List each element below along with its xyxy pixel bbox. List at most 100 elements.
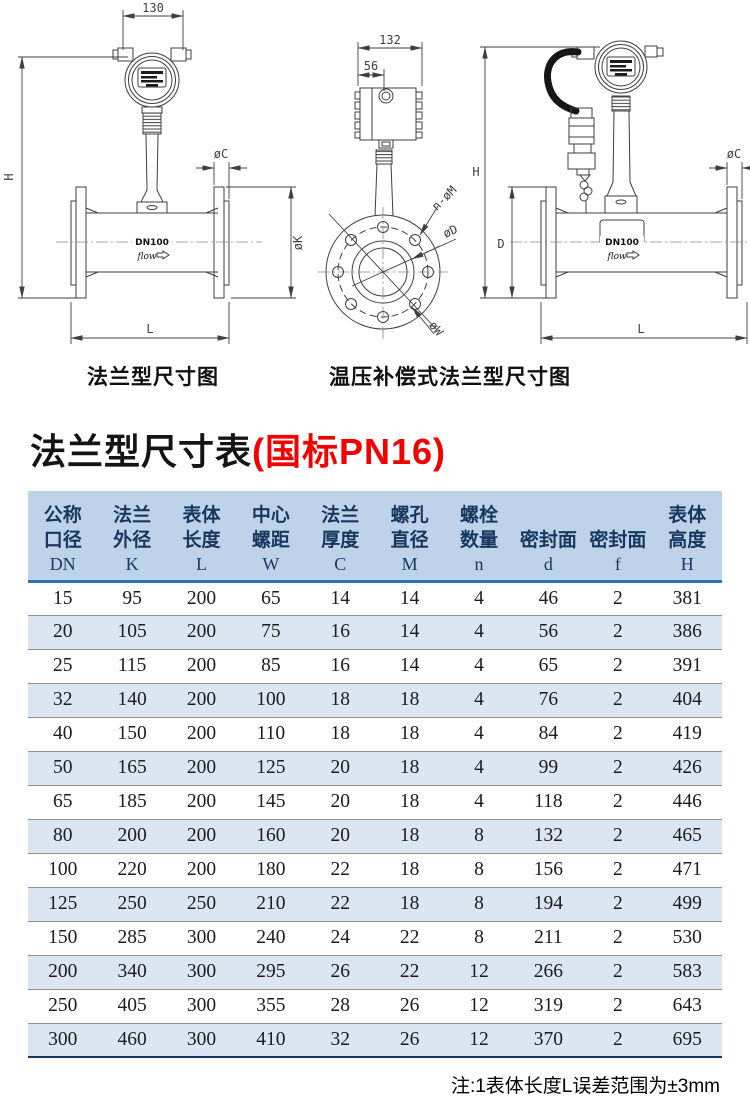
table-body: 15 95 200 65 14 14 4 46 2 381 20 105 200 75 16 14 4 56 2 38… bbox=[28, 581, 722, 1057]
table-row: 100 220 200 180 22 18 8 156 2 471 bbox=[28, 853, 722, 887]
table-cell: 56 bbox=[538, 621, 559, 642]
table-cell: 295 bbox=[256, 961, 286, 982]
table-cell: 24 bbox=[330, 927, 351, 948]
table-cell: 2 bbox=[612, 723, 623, 744]
table-cell: 32 bbox=[330, 1028, 351, 1050]
table-row: 125 250 250 210 22 18 8 194 2 499 bbox=[28, 887, 722, 921]
table-row: 40 150 200 110 18 18 4 84 2 419 bbox=[28, 717, 722, 751]
table-cell: 26 bbox=[399, 1028, 420, 1050]
column-header: 螺孔 直径 M bbox=[374, 491, 445, 583]
table-cell: 100 bbox=[48, 859, 78, 880]
table-cell: 285 bbox=[117, 927, 147, 948]
flow-label: flow bbox=[606, 252, 626, 262]
dim-label-h2: H bbox=[472, 165, 479, 179]
dim-label-ok: øK bbox=[291, 235, 305, 250]
dim-label-130: 130 bbox=[142, 1, 164, 15]
table-cell: 80 bbox=[52, 825, 73, 846]
table-cell: 20 bbox=[330, 757, 351, 778]
table-cell: 110 bbox=[256, 723, 286, 744]
dim-label-56: 56 bbox=[364, 59, 378, 73]
table-cell: 8 bbox=[474, 825, 484, 846]
table-cell: 300 bbox=[186, 961, 217, 982]
table-cell: 200 bbox=[186, 655, 217, 676]
table-cell: 391 bbox=[672, 655, 702, 676]
table-cell: 200 bbox=[186, 791, 217, 812]
table-cell: 300 bbox=[186, 995, 217, 1016]
dimension-table: 公称 口径 DN 法兰 外径 K 表体 长度 L 中心 螺距 W 法兰 厚度 C 螺孔 直径 M 螺栓 … bbox=[28, 491, 722, 1058]
caption-flange-type: 法兰型尺寸图 bbox=[87, 366, 219, 389]
table-cell: 22 bbox=[399, 927, 420, 948]
table-cell: 200 bbox=[186, 689, 217, 710]
table-row: 300 460 300 410 32 26 12 370 2 695 bbox=[28, 1023, 722, 1057]
table-cell: 145 bbox=[256, 791, 286, 812]
dim-label-d: D bbox=[497, 237, 504, 251]
column-header: 法兰 厚度 C bbox=[305, 491, 375, 583]
dim-label-l2: L bbox=[637, 322, 644, 336]
table-cell: 28 bbox=[330, 995, 351, 1016]
table-cell: 405 bbox=[117, 995, 147, 1016]
dim-label-l: L bbox=[146, 322, 153, 336]
table-row: 65 185 200 145 20 18 4 118 2 446 bbox=[28, 785, 722, 819]
table-row: 20 105 200 75 16 14 4 56 2 386 bbox=[28, 615, 722, 649]
table-cell: 16 bbox=[330, 621, 351, 642]
table-cell: 14 bbox=[399, 655, 420, 676]
table-cell: 200 bbox=[186, 757, 217, 778]
table-cell: 18 bbox=[399, 859, 420, 880]
table-cell: 194 bbox=[533, 893, 564, 914]
table-cell: 160 bbox=[256, 825, 286, 846]
table-cell: 2 bbox=[612, 655, 623, 676]
table-cell: 471 bbox=[672, 859, 702, 880]
table-cell: 18 bbox=[330, 723, 351, 744]
table-header-row: 公称 口径 DN 法兰 外径 K 表体 长度 L 中心 螺距 W 法兰 厚度 C 螺孔 直径 M 螺栓 … bbox=[28, 491, 722, 583]
table-cell: 266 bbox=[533, 961, 564, 982]
caption-compensated-type: 温压补偿式法兰型尺寸图 bbox=[329, 366, 571, 389]
table-cell: 180 bbox=[256, 859, 286, 880]
table-cell: 14 bbox=[399, 587, 420, 609]
table-cell: 460 bbox=[117, 1028, 147, 1050]
table-cell: 4 bbox=[474, 791, 484, 812]
table-cell: 100 bbox=[256, 689, 286, 710]
table-cell: 4 bbox=[474, 655, 484, 676]
table-row: 250 405 300 355 28 26 12 319 2 643 bbox=[28, 989, 722, 1023]
dim-label-bore: øD bbox=[441, 222, 460, 241]
table-cell: 404 bbox=[672, 689, 702, 710]
table-cell: 530 bbox=[672, 927, 702, 948]
table-cell: 165 bbox=[117, 757, 147, 778]
table-row: 80 200 200 160 20 18 8 132 2 465 bbox=[28, 819, 722, 853]
table-cell: 22 bbox=[330, 893, 351, 914]
table-cell: 340 bbox=[117, 961, 147, 982]
table-cell: 18 bbox=[399, 689, 420, 710]
dim-label-oc2: øC bbox=[727, 147, 741, 161]
column-header: 密封面 d bbox=[513, 491, 584, 583]
table-cell: 211 bbox=[534, 927, 563, 948]
table-cell: 65 bbox=[261, 587, 281, 609]
table-cell: 118 bbox=[534, 791, 563, 812]
table-cell: 105 bbox=[117, 621, 147, 642]
table-cell: 200 bbox=[186, 723, 217, 744]
figure-compensated-type: H bbox=[472, 40, 750, 344]
table-cell: 410 bbox=[256, 1028, 286, 1050]
table-cell: 2 bbox=[612, 927, 623, 948]
table-cell: 2 bbox=[612, 859, 623, 880]
table-cell: 12 bbox=[469, 1028, 489, 1050]
table-cell: 132 bbox=[533, 825, 564, 846]
table-cell: 150 bbox=[117, 723, 147, 744]
table-cell: 115 bbox=[117, 655, 147, 676]
table-cell: 2 bbox=[612, 1028, 623, 1050]
table-cell: 14 bbox=[399, 621, 420, 642]
table-cell: 156 bbox=[533, 859, 564, 880]
table-cell: 185 bbox=[117, 791, 147, 812]
table-cell: 2 bbox=[612, 995, 623, 1016]
table-cell: 95 bbox=[122, 587, 142, 609]
table-cell: 8 bbox=[474, 859, 484, 880]
table-cell: 250 bbox=[186, 893, 217, 914]
table-cell: 84 bbox=[538, 723, 559, 744]
table-cell: 25 bbox=[52, 655, 73, 676]
table-cell: 22 bbox=[330, 859, 351, 880]
table-cell: 583 bbox=[672, 961, 702, 982]
table-cell: 300 bbox=[48, 1028, 78, 1050]
table-row: 15 95 200 65 14 14 4 46 2 381 bbox=[28, 581, 722, 615]
column-header: 密封面 f bbox=[583, 491, 653, 583]
table-cell: 465 bbox=[672, 825, 702, 846]
dimension-drawings: 130 H bbox=[2, 1, 750, 344]
